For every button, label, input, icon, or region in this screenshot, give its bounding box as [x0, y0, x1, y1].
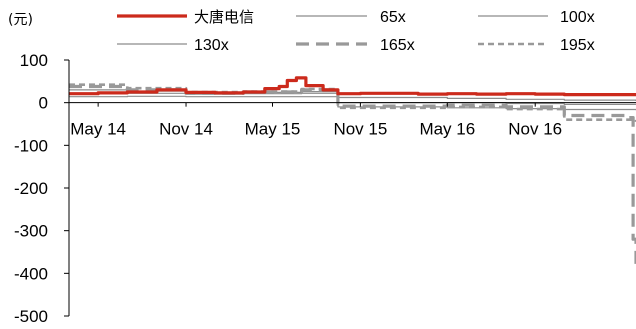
- axis-layer: (元) 100 0 -100 -200 -300 -400 -500 May 14 Nov 14 M…: [8, 12, 636, 326]
- legend-label-1: 大唐电信: [194, 8, 254, 26]
- y-tick-label: -400: [14, 264, 48, 283]
- legend-label-3: 100x: [560, 9, 595, 26]
- y-tick-label: -500: [14, 307, 48, 326]
- x-tick-label: Nov 16: [508, 120, 562, 139]
- series-line-5: [69, 84, 636, 270]
- legend-label-6: 195x: [560, 37, 595, 54]
- series-line-1: [69, 76, 636, 97]
- x-tick-label: May 15: [245, 120, 301, 139]
- series-layer: [69, 76, 636, 270]
- x-tick-label: Nov 14: [159, 120, 213, 139]
- legend-label-5: 165x: [380, 37, 415, 54]
- x-tick-label: May 16: [419, 120, 475, 139]
- y-tick-label: 100: [20, 51, 48, 70]
- y-tick-label: -300: [14, 222, 48, 241]
- y-tick-label: -200: [14, 179, 48, 198]
- x-tick-label: Nov 15: [333, 120, 387, 139]
- legend-label-2: 65x: [380, 9, 406, 26]
- legend-label-4: 130x: [194, 37, 229, 54]
- y-tick-label: 0: [39, 94, 48, 113]
- y-tick-label: -100: [14, 136, 48, 155]
- y-unit-label: (元): [8, 12, 33, 28]
- legend: 大唐电信 65x 100x 130x 165x 195x: [117, 8, 595, 54]
- x-tick-label: May 14: [70, 120, 126, 139]
